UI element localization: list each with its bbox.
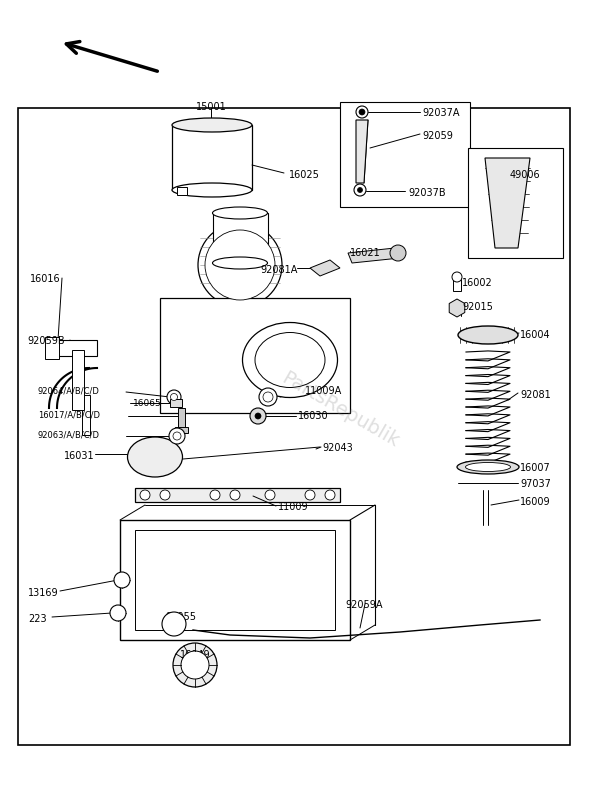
Text: 16049: 16049 (179, 650, 211, 660)
Text: 15001: 15001 (196, 102, 226, 112)
Text: 92059B: 92059B (28, 336, 65, 346)
Text: 92081A: 92081A (260, 265, 298, 275)
Ellipse shape (172, 183, 252, 197)
Text: 16009: 16009 (520, 497, 551, 507)
Bar (453, 277, 461, 291)
Bar (135, 530, 335, 630)
Bar (82, 395, 90, 435)
Polygon shape (449, 299, 465, 317)
Circle shape (265, 490, 275, 500)
Circle shape (198, 223, 282, 307)
Polygon shape (310, 260, 340, 276)
Text: 92064/A/B/C/D: 92064/A/B/C/D (38, 386, 100, 395)
Text: 16065: 16065 (133, 399, 162, 408)
Text: 16017/A/B/C/D: 16017/A/B/C/D (38, 411, 100, 420)
Ellipse shape (128, 437, 182, 477)
Bar (178, 408, 185, 428)
Text: 92059: 92059 (422, 131, 453, 141)
Circle shape (359, 109, 365, 115)
Text: 92081: 92081 (520, 390, 551, 400)
Text: PartsRepublik: PartsRepublik (278, 369, 402, 451)
Text: 92037B: 92037B (408, 188, 446, 198)
Ellipse shape (466, 462, 511, 472)
Text: 16021: 16021 (350, 248, 381, 258)
Text: 16016: 16016 (30, 274, 61, 284)
Text: 16004: 16004 (520, 330, 551, 340)
Ellipse shape (172, 118, 252, 132)
Circle shape (255, 413, 261, 419)
Ellipse shape (242, 323, 337, 397)
Circle shape (354, 184, 366, 196)
Bar (45, 337, 59, 359)
Text: 92015: 92015 (462, 302, 493, 312)
Ellipse shape (457, 460, 519, 474)
Text: 92063/A/B/C/D: 92063/A/B/C/D (38, 431, 100, 440)
Text: 11009A: 11009A (305, 386, 342, 396)
Circle shape (358, 188, 362, 192)
Circle shape (230, 490, 240, 500)
Bar (175, 427, 188, 433)
Polygon shape (485, 158, 530, 248)
Bar (340, 102, 470, 207)
Text: 92043: 92043 (322, 443, 353, 453)
Text: 92059A: 92059A (345, 600, 383, 610)
Text: 16007: 16007 (520, 463, 551, 473)
Circle shape (250, 408, 266, 424)
Text: 16025: 16025 (289, 170, 320, 180)
Bar (213, 213, 268, 263)
Ellipse shape (212, 207, 268, 219)
Circle shape (452, 272, 462, 282)
Circle shape (140, 490, 150, 500)
Circle shape (114, 572, 130, 588)
Text: 49006: 49006 (510, 170, 541, 180)
Circle shape (263, 392, 273, 402)
Bar (160, 298, 350, 413)
Text: 16002: 16002 (462, 278, 493, 288)
Text: 16030: 16030 (298, 411, 329, 421)
Ellipse shape (255, 333, 325, 388)
Circle shape (173, 643, 217, 687)
Text: 92055: 92055 (165, 612, 196, 622)
Text: 92037A: 92037A (422, 108, 460, 118)
Circle shape (325, 490, 335, 500)
Text: 16031: 16031 (64, 451, 95, 461)
Circle shape (390, 245, 406, 261)
Polygon shape (356, 120, 368, 183)
Bar (18, 108, 570, 745)
Polygon shape (348, 248, 400, 263)
Bar (170, 399, 182, 407)
Bar (120, 520, 350, 640)
Bar (135, 488, 340, 502)
Circle shape (169, 428, 185, 444)
Circle shape (170, 393, 178, 400)
Bar (468, 148, 563, 258)
Bar (72, 350, 84, 410)
Circle shape (173, 432, 181, 440)
Circle shape (162, 612, 186, 636)
Circle shape (205, 230, 275, 300)
Circle shape (210, 490, 220, 500)
Ellipse shape (212, 257, 268, 269)
Circle shape (110, 605, 126, 621)
Circle shape (259, 388, 277, 406)
Ellipse shape (458, 326, 518, 344)
Circle shape (160, 490, 170, 500)
Bar (172, 125, 252, 190)
Text: 223: 223 (28, 614, 47, 624)
Text: 97037: 97037 (520, 479, 551, 489)
Text: 11009: 11009 (278, 502, 308, 512)
Circle shape (356, 106, 368, 118)
Circle shape (305, 490, 315, 500)
Bar (177, 187, 187, 195)
Text: 13169: 13169 (28, 588, 59, 598)
Circle shape (181, 651, 209, 679)
Circle shape (167, 390, 181, 404)
Bar (55, 340, 97, 356)
